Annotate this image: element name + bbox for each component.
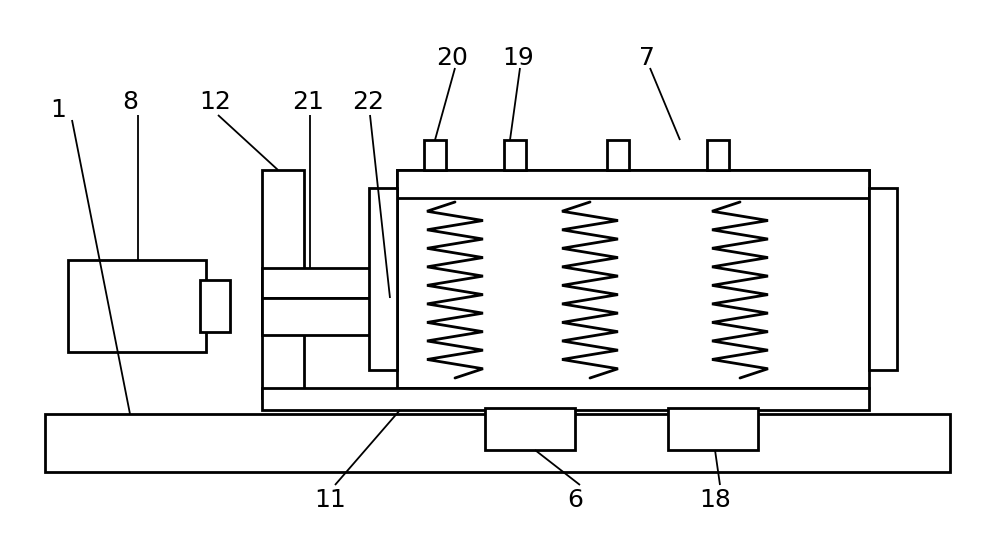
Bar [485,408,575,450]
Text: 8: 8 [122,90,138,114]
Text: 22: 22 [352,90,384,114]
Bar [869,188,897,370]
Text: 1: 1 [50,98,66,122]
Bar [262,170,304,398]
Bar [262,388,869,410]
Text: 11: 11 [314,488,346,512]
Bar [262,268,392,298]
Text: 12: 12 [199,90,231,114]
Bar [200,280,230,332]
Bar [262,298,392,335]
Bar [397,170,869,198]
Bar [607,140,629,170]
Text: 21: 21 [292,90,324,114]
Bar [504,140,526,170]
Bar [388,313,410,335]
Bar [45,414,950,472]
Text: 7: 7 [639,46,655,70]
Bar [369,188,397,370]
Text: 19: 19 [502,46,534,70]
Text: 6: 6 [567,488,583,512]
Bar [68,260,206,352]
Bar [668,408,758,450]
Bar [397,170,869,388]
Text: 20: 20 [436,46,468,70]
Bar [707,140,729,170]
Text: 18: 18 [699,488,731,512]
Bar [388,268,410,298]
Bar [424,140,446,170]
